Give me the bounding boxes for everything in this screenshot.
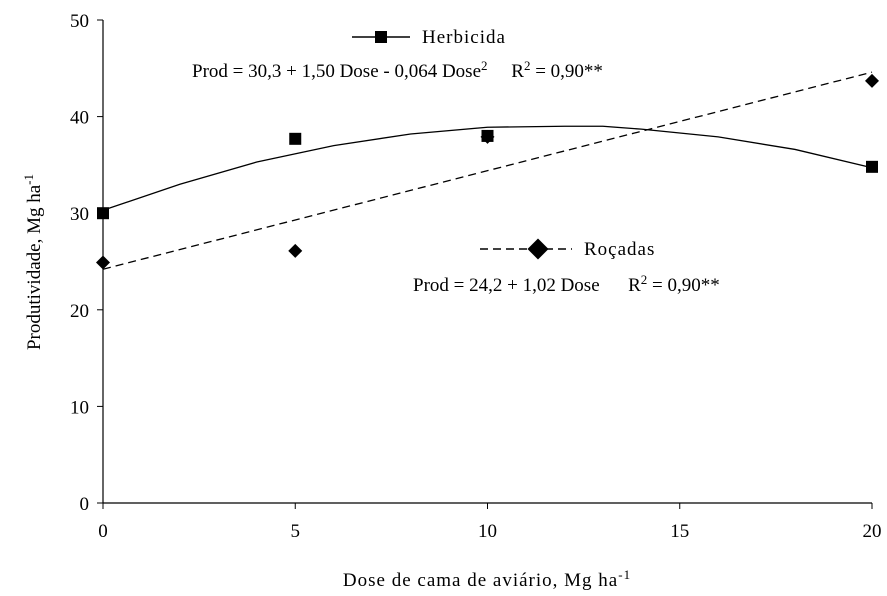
equation: Prod = 24,2 + 1,02 Dose R2 = 0,90** xyxy=(413,272,720,297)
legend-label: Herbicida xyxy=(422,27,506,48)
point xyxy=(97,207,109,220)
equation-part: R xyxy=(488,61,525,82)
y-axis-label-part: -1 xyxy=(21,174,36,185)
y-tick-label: 0 xyxy=(80,494,90,515)
point xyxy=(865,73,879,88)
equation-part: 2 xyxy=(481,58,488,73)
equation-part: = 0,90** xyxy=(530,61,602,82)
point xyxy=(289,132,302,145)
equation-part: Prod = 30,3 + 1,50 Dose - 0,064 Dose xyxy=(192,61,481,82)
x-axis-label-part: -1 xyxy=(618,567,631,582)
x-tick-label: 5 xyxy=(291,521,301,542)
x-axis-label-part: Dose de cama de aviário, Mg ha xyxy=(343,570,618,591)
fit-line xyxy=(102,125,873,211)
equation-part: Prod = 24,2 + 1,02 Dose R xyxy=(413,275,641,296)
legend-label: Roçadas xyxy=(584,239,655,260)
y-tick-label: 30 xyxy=(70,204,89,225)
x-tick-label: 0 xyxy=(98,521,108,542)
y-axis-label-part: Produtividade, Mg ha xyxy=(24,184,45,350)
x-axis-label: Dose de cama de aviário, Mg ha-1 xyxy=(343,567,631,592)
x-tick-label: 15 xyxy=(670,521,689,542)
y-tick-label: 40 xyxy=(70,108,89,129)
point xyxy=(96,255,110,270)
y-tick-label: 50 xyxy=(70,11,89,32)
equation-part: 2 xyxy=(641,272,648,287)
legend-marker xyxy=(527,238,549,260)
y-tick-label: 10 xyxy=(70,397,89,418)
x-tick-label: 10 xyxy=(478,521,497,542)
point xyxy=(288,243,303,258)
point xyxy=(480,129,495,144)
equation-part: = 0,90** xyxy=(647,275,719,296)
y-axis-label: Produtividade, Mg ha-1 xyxy=(21,174,46,350)
y-tick-label: 20 xyxy=(70,301,89,322)
x-tick-label: 20 xyxy=(863,521,882,542)
point xyxy=(866,160,878,173)
legend-marker xyxy=(375,31,387,43)
equation-part: 2 xyxy=(524,58,531,73)
equation: Prod = 30,3 + 1,50 Dose - 0,064 Dose2 R2… xyxy=(192,58,603,83)
fit-line xyxy=(102,71,873,270)
